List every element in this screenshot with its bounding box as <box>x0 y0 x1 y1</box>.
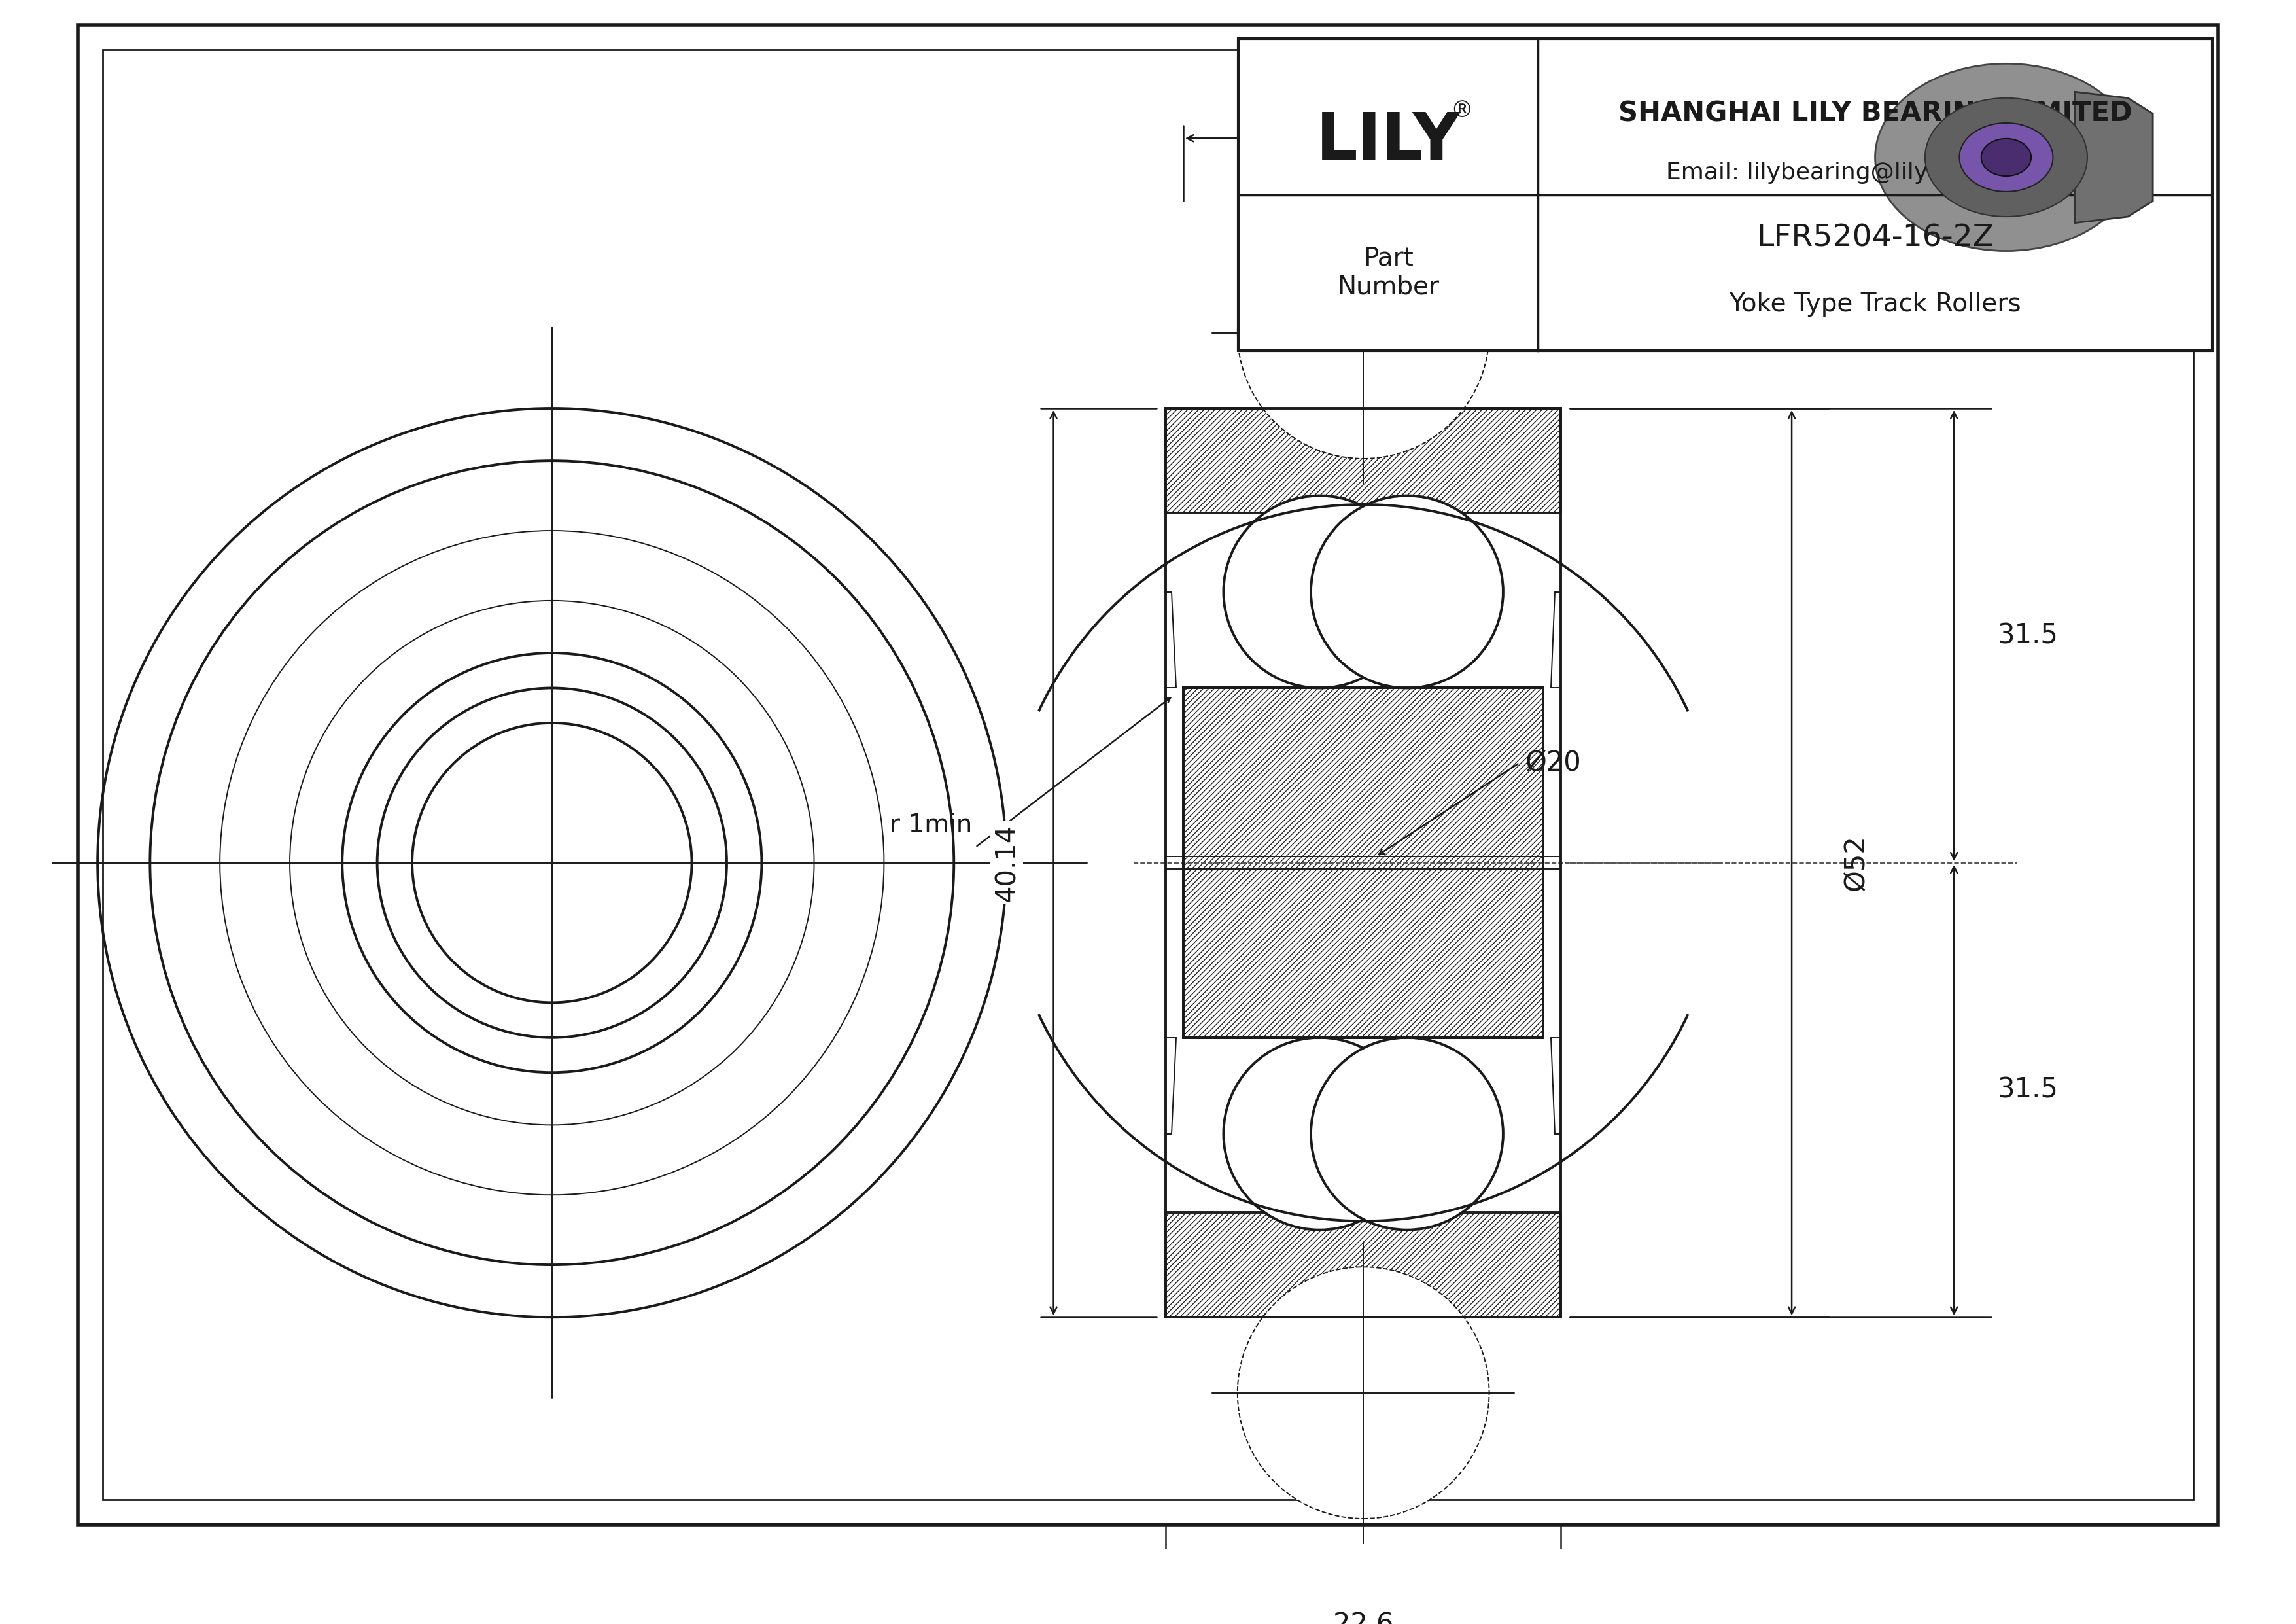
Text: 31.5: 31.5 <box>1998 1077 2060 1104</box>
Text: r 1min: r 1min <box>891 814 974 838</box>
Text: 31.5: 31.5 <box>1998 622 2060 650</box>
Circle shape <box>1311 1038 1504 1229</box>
Polygon shape <box>1166 1038 1176 1134</box>
Circle shape <box>1224 495 1417 689</box>
Polygon shape <box>1550 1038 1561 1134</box>
Text: LFR5204-16-2Z: LFR5204-16-2Z <box>1756 224 1993 253</box>
Polygon shape <box>2076 93 2154 222</box>
Text: 40.14: 40.14 <box>992 823 1019 901</box>
Bar <box>1238 39 2211 351</box>
Polygon shape <box>1182 689 1543 1038</box>
Text: ®: ® <box>1451 99 1474 122</box>
Ellipse shape <box>1876 63 2138 252</box>
Text: Email: lilybearing@lily-bearing.com: Email: lilybearing@lily-bearing.com <box>1667 162 2085 184</box>
Text: Part
Number: Part Number <box>1336 245 1440 300</box>
Text: Ø20: Ø20 <box>1525 749 1582 776</box>
Text: SHANGHAI LILY BEARING LIMITED: SHANGHAI LILY BEARING LIMITED <box>1619 101 2133 127</box>
Circle shape <box>1224 1038 1417 1229</box>
Circle shape <box>1238 1267 1490 1518</box>
Polygon shape <box>1166 1213 1561 1317</box>
Text: Yoke Type Track Rollers: Yoke Type Track Rollers <box>1729 292 2020 317</box>
Bar <box>1182 689 1543 1038</box>
Ellipse shape <box>1981 138 2032 175</box>
Ellipse shape <box>1958 123 2053 192</box>
Text: LILY: LILY <box>1316 110 1460 174</box>
Text: Ø52: Ø52 <box>1841 835 1869 892</box>
Polygon shape <box>1166 408 1561 513</box>
Bar <box>1166 408 1561 1317</box>
Polygon shape <box>1550 591 1561 689</box>
Circle shape <box>1311 495 1504 689</box>
Text: Ø16: Ø16 <box>1373 164 1426 188</box>
Circle shape <box>1238 206 1490 458</box>
Polygon shape <box>1166 591 1176 689</box>
Text: 22.6: 22.6 <box>1334 1611 1394 1624</box>
Text: 20.6: 20.6 <box>1334 91 1394 117</box>
Ellipse shape <box>1924 97 2087 216</box>
